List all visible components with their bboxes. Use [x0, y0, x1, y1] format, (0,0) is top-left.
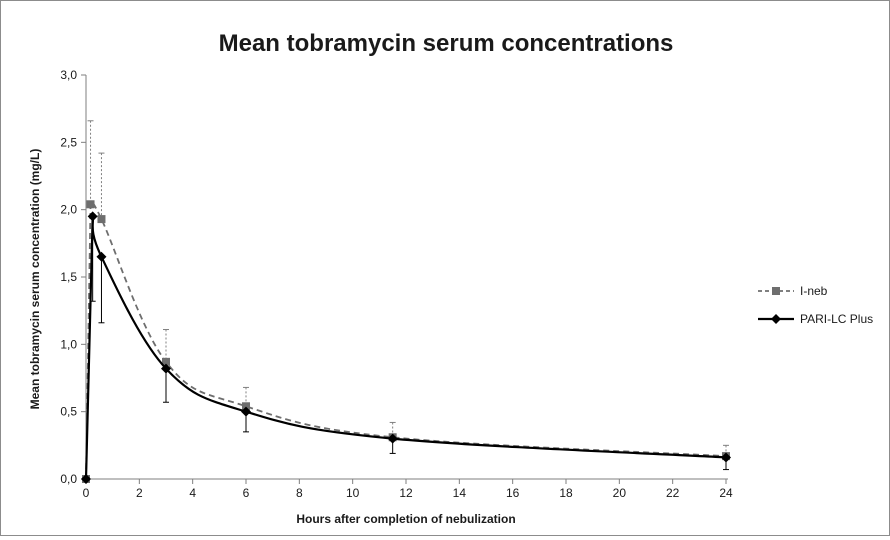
y-tick-label: 2,5: [60, 135, 77, 149]
legend: I-neb PARI-LC Plus: [758, 284, 873, 326]
data-point-pari-lc-plus: [721, 452, 731, 463]
x-tick-label: 24: [719, 486, 733, 500]
chart-title: Mean tobramycin serum concentrations: [219, 30, 674, 57]
legend-label-i-neb: I-neb: [800, 284, 828, 298]
plot-area: [81, 120, 731, 484]
data-point-i-neb: [242, 402, 250, 411]
x-tick-label: 22: [666, 486, 680, 500]
y-axis-title: Mean tobramycin serum concentration (mg/…: [28, 149, 42, 410]
x-tick-label: 18: [559, 486, 573, 500]
x-tick-label: 12: [399, 486, 413, 500]
data-point-pari-lc-plus: [387, 433, 398, 444]
data-point-i-neb: [86, 200, 95, 209]
y-tick-label: 2,0: [60, 203, 77, 217]
y-tick-label: 1,0: [60, 337, 77, 351]
x-tick-label: 2: [136, 486, 143, 500]
series-pari-lc-plus: [81, 211, 731, 484]
x-tick-group: 0 2 4 6 8 10 12 14 16 18 20 22 24: [83, 479, 733, 500]
data-point-pari-lc-plus: [96, 251, 107, 262]
x-tick-label: 8: [296, 486, 303, 500]
x-tick-label: 10: [346, 486, 360, 500]
series-line-pari-lc-plus: [84, 216, 727, 480]
x-tick-label: 0: [83, 486, 90, 500]
axes: [85, 75, 728, 480]
legend-marker-pari-lc-plus: [771, 314, 781, 324]
y-tick-label: 3,0: [60, 68, 77, 82]
y-tick-label: 1,5: [60, 270, 77, 284]
legend-label-pari-lc-plus: PARI-LC Plus: [800, 312, 873, 326]
data-point-pari-lc-plus: [87, 211, 98, 222]
y-tick-label: 0,5: [60, 405, 77, 419]
y-tick-group: 0,0 0,5 1,0 1,5 2,0 2,5 3,0: [60, 68, 86, 486]
data-point-i-neb: [97, 215, 106, 224]
legend-item-i-neb: I-neb: [758, 284, 828, 298]
data-point-pari-lc-plus: [161, 363, 171, 374]
x-tick-label: 16: [506, 486, 520, 500]
y-tick-label: 0,0: [60, 472, 77, 486]
x-axis-title: Hours after completion of nebulization: [296, 512, 515, 526]
legend-marker-i-neb: [772, 287, 780, 295]
series-line-i-neb: [85, 201, 727, 480]
series-i-neb: [82, 120, 730, 483]
x-tick-label: 14: [453, 486, 467, 500]
x-tick-label: 4: [189, 486, 196, 500]
data-point-i-neb: [162, 357, 170, 366]
data-point-pari-lc-plus: [241, 406, 251, 417]
data-point-pari-lc-plus: [81, 474, 91, 484]
legend-item-pari-lc-plus: PARI-LC Plus: [758, 312, 873, 326]
x-tick-label: 6: [243, 486, 250, 500]
x-tick-label: 20: [613, 486, 627, 500]
